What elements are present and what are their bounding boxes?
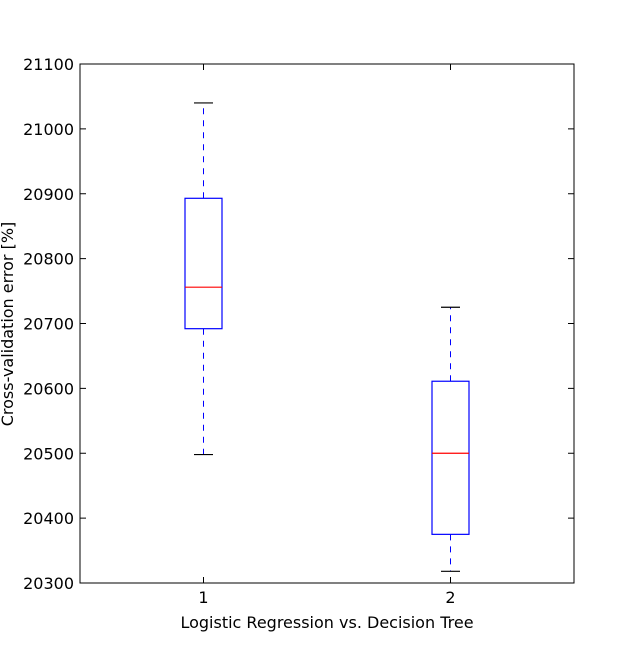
iqr-box [184, 197, 223, 330]
axis-ticks: 20300 20400 20500 20600 20700 20800 20900 21000… [23, 55, 574, 607]
y-tick-label: 20600 [23, 379, 74, 398]
y-tick-label: 20800 [23, 250, 74, 269]
y-tick-label: 20400 [23, 509, 74, 528]
y-tick-label: 21100 [23, 55, 74, 74]
iqr-box [431, 380, 470, 535]
y-tick-label: 20300 [23, 574, 74, 593]
plot-marks [184, 102, 470, 572]
y-tick-label: 20900 [23, 185, 74, 204]
y-tick-label: 20700 [23, 315, 74, 334]
y-tick-label: 20500 [23, 444, 74, 463]
y-tick-label: 21000 [23, 120, 74, 139]
x-tick-label: 2 [445, 588, 455, 607]
plot-frame [79, 63, 575, 584]
box-group-1 [184, 102, 223, 456]
box-group-2 [431, 306, 470, 572]
y-axis-label: Cross-validation error [%] [0, 222, 17, 427]
x-tick-label: 1 [198, 588, 208, 607]
x-axis-label: Logistic Regression vs. Decision Tree [180, 613, 473, 632]
